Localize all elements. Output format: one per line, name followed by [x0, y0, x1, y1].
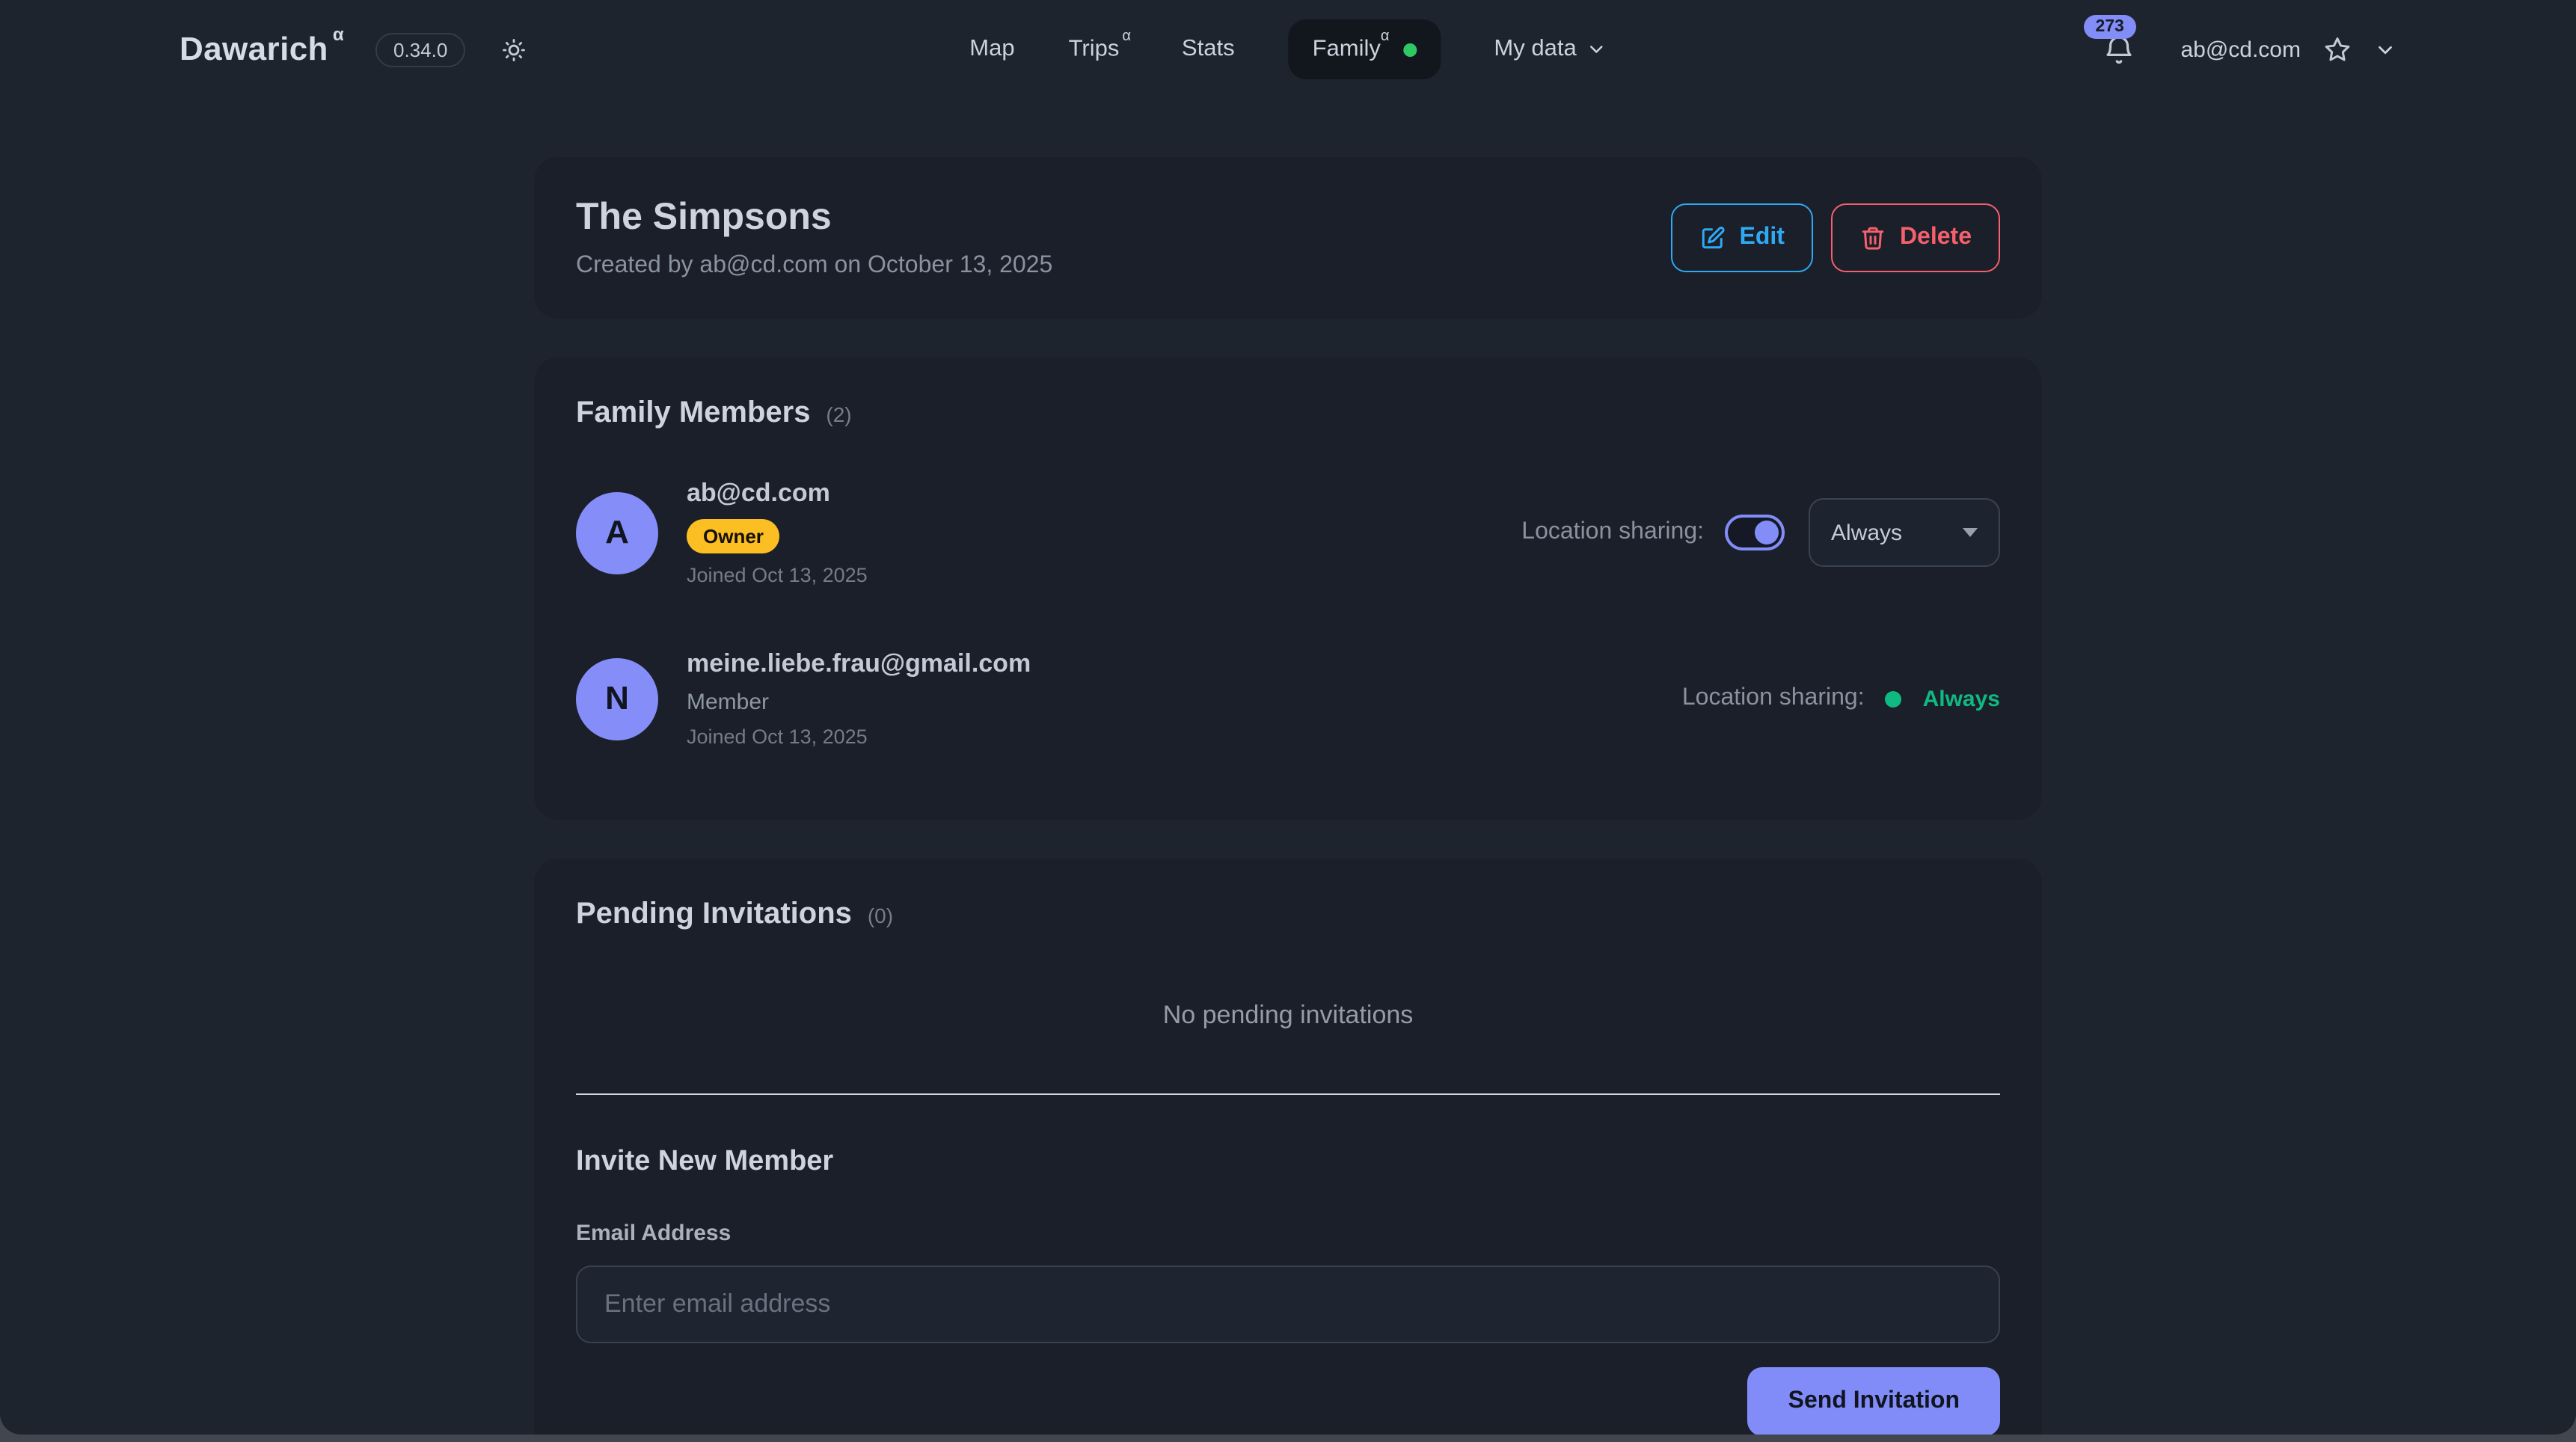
- version-badge: 0.34.0: [375, 32, 466, 67]
- nav-family-active[interactable]: Familyα: [1288, 19, 1441, 79]
- app-logo[interactable]: Dawarich α: [180, 23, 344, 69]
- toggle-knob: [1755, 521, 1779, 544]
- sun-icon: [501, 37, 527, 62]
- app-name: Dawarich: [180, 30, 328, 67]
- member-identity: A ab@cd.com Owner Joined Oct 13, 2025: [576, 479, 868, 586]
- nav-my-data[interactable]: My data: [1494, 36, 1606, 63]
- members-title: Family Members: [576, 396, 811, 429]
- alpha-superscript: α: [332, 23, 344, 45]
- star-icon[interactable]: [2322, 34, 2353, 65]
- member-info: ab@cd.com Owner Joined Oct 13, 2025: [687, 479, 868, 586]
- avatar: N: [576, 657, 658, 740]
- member-role: Member: [687, 690, 770, 715]
- send-row: Send Invitation: [576, 1367, 2000, 1435]
- pending-invitations-card: Pending Invitations (0) No pending invit…: [534, 859, 2042, 1435]
- sharing-label: Location sharing:: [1681, 685, 1865, 711]
- member-info: meine.liebe.frau@gmail.com Member Joined…: [687, 649, 1031, 748]
- notification-count-badge: 273: [2083, 14, 2136, 38]
- member-joined: Joined Oct 13, 2025: [687, 725, 868, 748]
- notifications-button[interactable]: 273: [2083, 14, 2136, 67]
- member-row-member: N meine.liebe.frau@gmail.com Member Join…: [576, 649, 2000, 748]
- group-title: The Simpsons: [576, 196, 832, 238]
- email-address-label: Email Address: [576, 1221, 732, 1246]
- invitations-heading: Pending Invitations (0): [576, 898, 2000, 932]
- family-members-card: Family Members (2) A ab@cd.com Owner Joi…: [534, 358, 2042, 820]
- invitations-count: (0): [867, 903, 894, 927]
- nav-trips[interactable]: Trips α: [1068, 29, 1131, 64]
- pencil-square-icon: [1699, 224, 1726, 251]
- sharing-status: Location sharing: Always: [1682, 685, 2000, 712]
- sharing-duration-select[interactable]: Always: [1809, 498, 2000, 567]
- sharing-duration-value: Always: [1831, 520, 1903, 545]
- member-row-owner: A ab@cd.com Owner Joined Oct 13, 2025 Lo…: [576, 479, 2000, 586]
- theme-toggle-button[interactable]: [501, 37, 527, 62]
- location-sharing-toggle[interactable]: [1725, 515, 1785, 550]
- edit-button-label: Edit: [1739, 224, 1785, 250]
- family-group-card: The Simpsons Created by ab@cd.com on Oct…: [534, 157, 2042, 319]
- nav-trips-label: Trips: [1068, 37, 1120, 63]
- edit-button[interactable]: Edit: [1670, 203, 1813, 272]
- email-input[interactable]: [576, 1265, 2000, 1343]
- nav-map[interactable]: Map: [969, 36, 1015, 61]
- trash-icon: [1859, 224, 1886, 251]
- page-content: The Simpsons Created by ab@cd.com on Oct…: [534, 157, 2042, 1435]
- header-right-group: 273 ab@cd.com: [2083, 14, 2396, 67]
- invitations-title: Pending Invitations: [576, 898, 852, 930]
- brand-group: Dawarich α 0.34.0: [180, 23, 527, 69]
- send-invitation-button[interactable]: Send Invitation: [1747, 1367, 2000, 1435]
- sharing-status-dot: [1885, 690, 1902, 707]
- group-subtitle: Created by ab@cd.com on October 13, 2025: [576, 253, 1053, 278]
- chevron-down-icon: [1586, 39, 1607, 60]
- family-status-dot: [1402, 43, 1417, 56]
- invite-new-member-title: Invite New Member: [576, 1146, 834, 1177]
- member-identity: N meine.liebe.frau@gmail.com Member Join…: [576, 649, 1031, 748]
- section-divider: [576, 1093, 2000, 1095]
- top-navbar: Dawarich α 0.34.0 Map Trips α Stats Family…: [0, 0, 2576, 99]
- member-email: meine.liebe.frau@gmail.com: [687, 649, 1031, 678]
- nav-trips-alpha: α: [1122, 28, 1131, 46]
- delete-button-label: Delete: [1899, 224, 1972, 250]
- nav-stats[interactable]: Stats: [1181, 36, 1235, 61]
- account-email: ab@cd.com: [2180, 37, 2301, 62]
- nav-my-data-label: My data: [1494, 36, 1577, 61]
- sharing-status-value: Always: [1922, 686, 2000, 711]
- sharing-label: Location sharing:: [1521, 519, 1704, 544]
- group-heading-block: The Simpsons Created by ab@cd.com on Oct…: [576, 196, 1052, 280]
- avatar: A: [576, 491, 658, 574]
- nav-family-label: Familyα: [1312, 28, 1390, 63]
- sharing-controls: Location sharing: Always: [1521, 498, 2000, 567]
- main-nav: Map Trips α Stats Familyα My data: [969, 0, 1606, 99]
- members-heading: Family Members (2): [576, 396, 2000, 431]
- group-actions: Edit Delete: [1670, 203, 2000, 272]
- members-count: (2): [826, 402, 852, 426]
- select-caret-icon: [1963, 528, 1978, 537]
- delete-button[interactable]: Delete: [1830, 203, 2000, 272]
- member-joined: Joined Oct 13, 2025: [687, 564, 868, 586]
- no-invitations-message: No pending invitations: [1162, 1001, 1414, 1029]
- owner-badge: Owner: [687, 519, 780, 553]
- member-email: ab@cd.com: [687, 479, 830, 507]
- account-menu-chevron[interactable]: [2374, 38, 2396, 61]
